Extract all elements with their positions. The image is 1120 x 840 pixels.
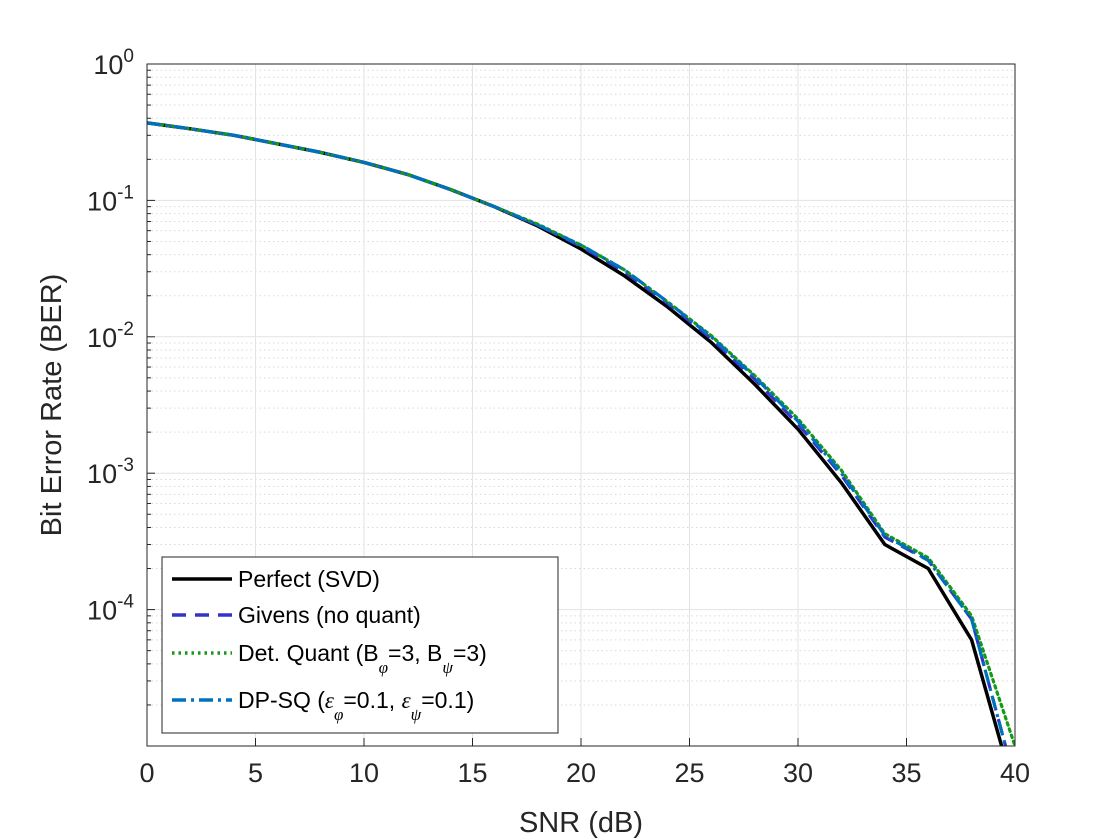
legend: Perfect (SVD) Givens (no quant) Det. Quant…: [161, 556, 559, 734]
x-tick-label: 20: [566, 758, 596, 788]
y-tick-label: 10-3: [87, 455, 134, 489]
series-group: [147, 121, 1015, 746]
legend-label: Det. Quant (Bφ=3, Bψ=3): [238, 640, 487, 677]
x-axis-title: SNR (dB): [519, 807, 643, 839]
x-axis-ticks: 0 5 10 15 20 25 30 35 40: [139, 738, 1030, 788]
x-tick-label: 10: [349, 758, 379, 788]
y-tick-label: 10-1: [87, 182, 134, 216]
x-tick-label: 15: [457, 758, 487, 788]
x-tick-label: 30: [783, 758, 813, 788]
x-tick-label: 0: [139, 758, 154, 788]
series-line-4: [147, 121, 1008, 746]
legend-label: DP-SQ (εφ=0.1, εψ=0.1): [238, 687, 474, 724]
y-tick-label: 100: [93, 46, 134, 80]
legend-label: Givens (no quant): [238, 602, 421, 628]
legend-label: Perfect (SVD): [238, 566, 380, 592]
x-tick-label: 35: [891, 758, 921, 788]
minor-grid: [147, 69, 1015, 706]
x-tick-label: 40: [1000, 758, 1030, 788]
x-tick-label: 5: [248, 758, 263, 788]
legend-box: [161, 556, 559, 734]
x-tick-label: 25: [674, 758, 704, 788]
y-tick-label: 10-2: [87, 319, 134, 353]
y-tick-label: 10-4: [87, 592, 134, 626]
y-axis-ticks: 100 10-1 10-2 10-3 10-4: [87, 46, 155, 706]
y-axis-title: Bit Error Rate (BER): [36, 274, 68, 537]
